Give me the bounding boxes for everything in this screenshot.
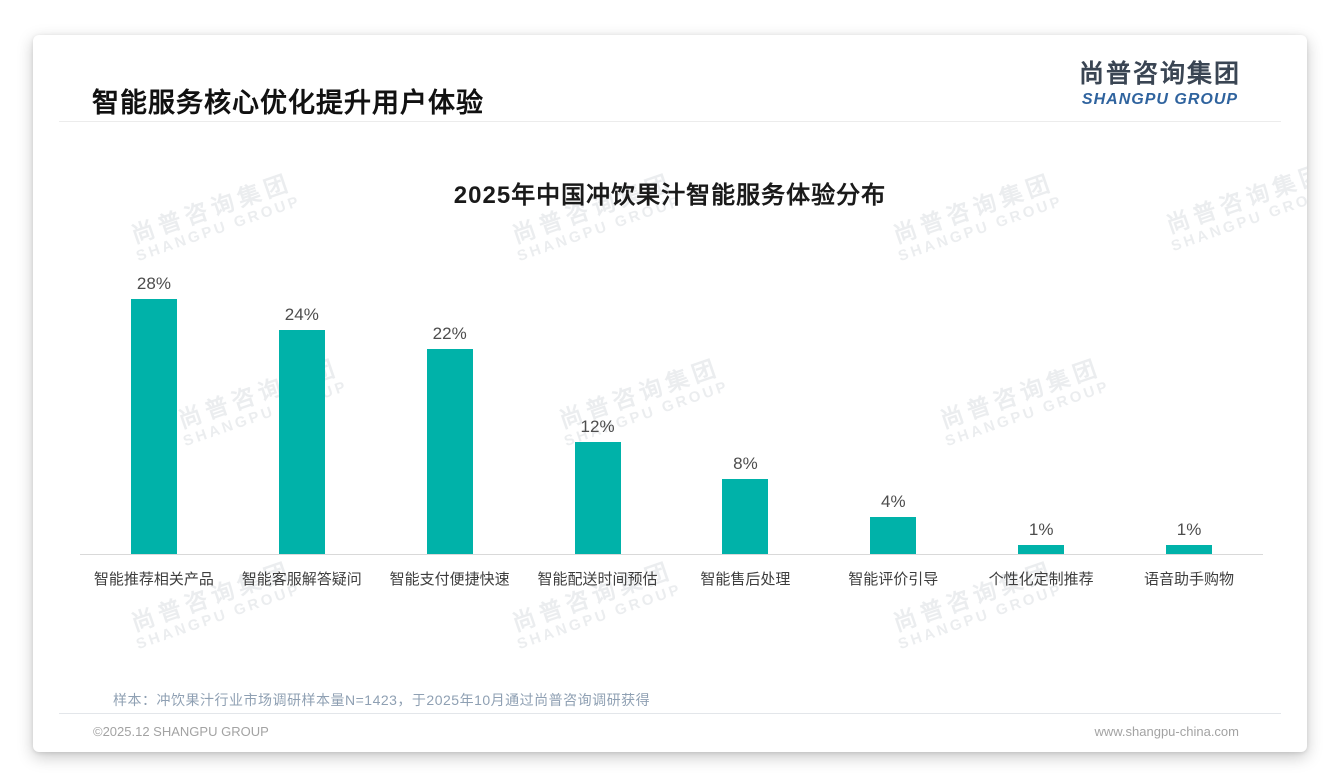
x-axis-label: 智能客服解答疑问 [241, 571, 362, 588]
x-axis-label: 个性化定制推荐 [988, 571, 1094, 588]
chart-title: 2025年中国冲饮果汁智能服务体验分布 [453, 182, 887, 209]
bar-column: 1% [967, 274, 1115, 554]
bar-chart-plot: 28% 24% 22% 12% 8% 4% 1% 1% [80, 274, 1263, 555]
logo-cn-text: 尚普咨询集团 [1078, 60, 1241, 88]
bar-value-label: 8% [733, 454, 758, 474]
footer: ©2025.12 SHANGPU GROUP www.shangpu-china… [93, 724, 1239, 739]
page-title: 智能服务核心优化提升用户体验 [92, 88, 484, 118]
x-axis-label: 智能推荐相关产品 [93, 571, 214, 588]
bar-value-label: 22% [432, 323, 467, 343]
bar-value-label: 1% [1176, 519, 1202, 539]
report-slide-card: 尚普咨询集团 SHANGPU GROUP 尚普咨询集团 SHANGPU GROUP … [33, 35, 1307, 752]
x-axis-label: 语音助手购物 [1144, 571, 1235, 588]
shangpu-logo: 尚普咨询集团 SHANGPU GROUP [1079, 59, 1241, 110]
bar [426, 348, 473, 554]
watermark-en: SHANGPU GROUP [515, 580, 685, 654]
bar [574, 442, 621, 554]
header-divider [59, 121, 1281, 122]
bar [278, 330, 325, 554]
x-axis-label: 智能评价引导 [848, 571, 939, 588]
bar-value-label: 24% [284, 305, 319, 324]
bar [130, 299, 177, 554]
bar-value-label: 12% [580, 417, 615, 436]
bar [1018, 544, 1065, 554]
bar-column: 28% [80, 274, 228, 554]
watermark-en: SHANGPU GROUP [896, 580, 1066, 654]
sample-note: 样本：冲饮果汁行业市场调研样本量N=1423，于2025年10月通过尚普咨询调研… [113, 692, 651, 708]
watermark-en: SHANGPU GROUP [134, 580, 304, 654]
bar [870, 516, 917, 554]
bar [722, 479, 769, 554]
x-axis-label: 智能售后处理 [700, 571, 791, 588]
bar-column: 1% [1115, 274, 1263, 554]
x-axis-label: 智能支付便捷快速 [389, 571, 510, 588]
x-axis-label: 智能配送时间预估 [537, 571, 658, 588]
bar-value-label: 4% [881, 491, 906, 511]
bar [1166, 544, 1213, 554]
footer-copyright: ©2025.12 SHANGPU GROUP [93, 724, 269, 739]
bar-column: 8% [672, 274, 820, 554]
bar-column: 12% [524, 274, 672, 554]
category-axis: 智能推荐相关产品 智能客服解答疑问 智能支付便捷快速 智能配送时间预估 智能售后处理 智能… [80, 568, 1263, 589]
footer-divider [59, 713, 1281, 714]
bar-column: 22% [376, 274, 524, 554]
logo-en-text: SHANGPU GROUP [1081, 91, 1239, 109]
bar-value-label: 1% [1028, 519, 1054, 539]
bar-value-label: 28% [136, 274, 171, 293]
bar-column: 4% [819, 274, 967, 554]
footer-website: www.shangpu-china.com [1094, 724, 1239, 739]
bar-column: 24% [228, 274, 376, 554]
